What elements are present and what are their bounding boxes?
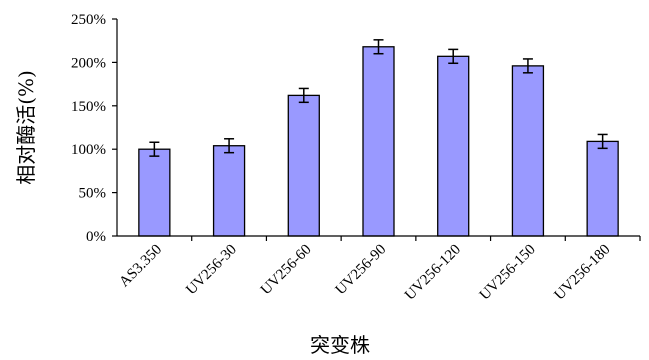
bar (362, 46, 395, 237)
bar (287, 94, 320, 237)
x-tick-label: UV256-180 (551, 242, 613, 304)
y-tick-label: 50% (79, 186, 107, 202)
x-tick-label: AS3.350 (116, 242, 165, 291)
bar (437, 55, 470, 237)
y-axis-ticks: 0% 50% 100% 150% 200% 250% (71, 12, 117, 245)
y-tick-label: 250% (71, 12, 106, 28)
error-bars (149, 39, 608, 157)
bar (212, 145, 246, 237)
x-tick-label: UV256-90 (333, 242, 390, 299)
x-tick-label: UV256-60 (258, 242, 315, 299)
bar (586, 140, 619, 237)
bars (138, 46, 619, 237)
x-tick-label: UV256-120 (402, 242, 464, 304)
y-tick-label: 100% (71, 142, 106, 158)
y-tick-label: 0% (86, 229, 106, 245)
x-tick-label: UV256-150 (477, 242, 539, 304)
x-axis-title: 突变株 (310, 333, 370, 357)
x-axis-ticks: AS3.350 UV256-30 UV256-60 UV256-90 UV256-120… (116, 236, 641, 304)
y-tick-label: 200% (71, 55, 106, 71)
bar (138, 148, 171, 237)
bar (511, 65, 545, 237)
y-axis-title: 相对酶活(%) (14, 70, 38, 185)
y-tick-label: 150% (71, 99, 106, 115)
x-tick-label: UV256-30 (183, 242, 240, 299)
